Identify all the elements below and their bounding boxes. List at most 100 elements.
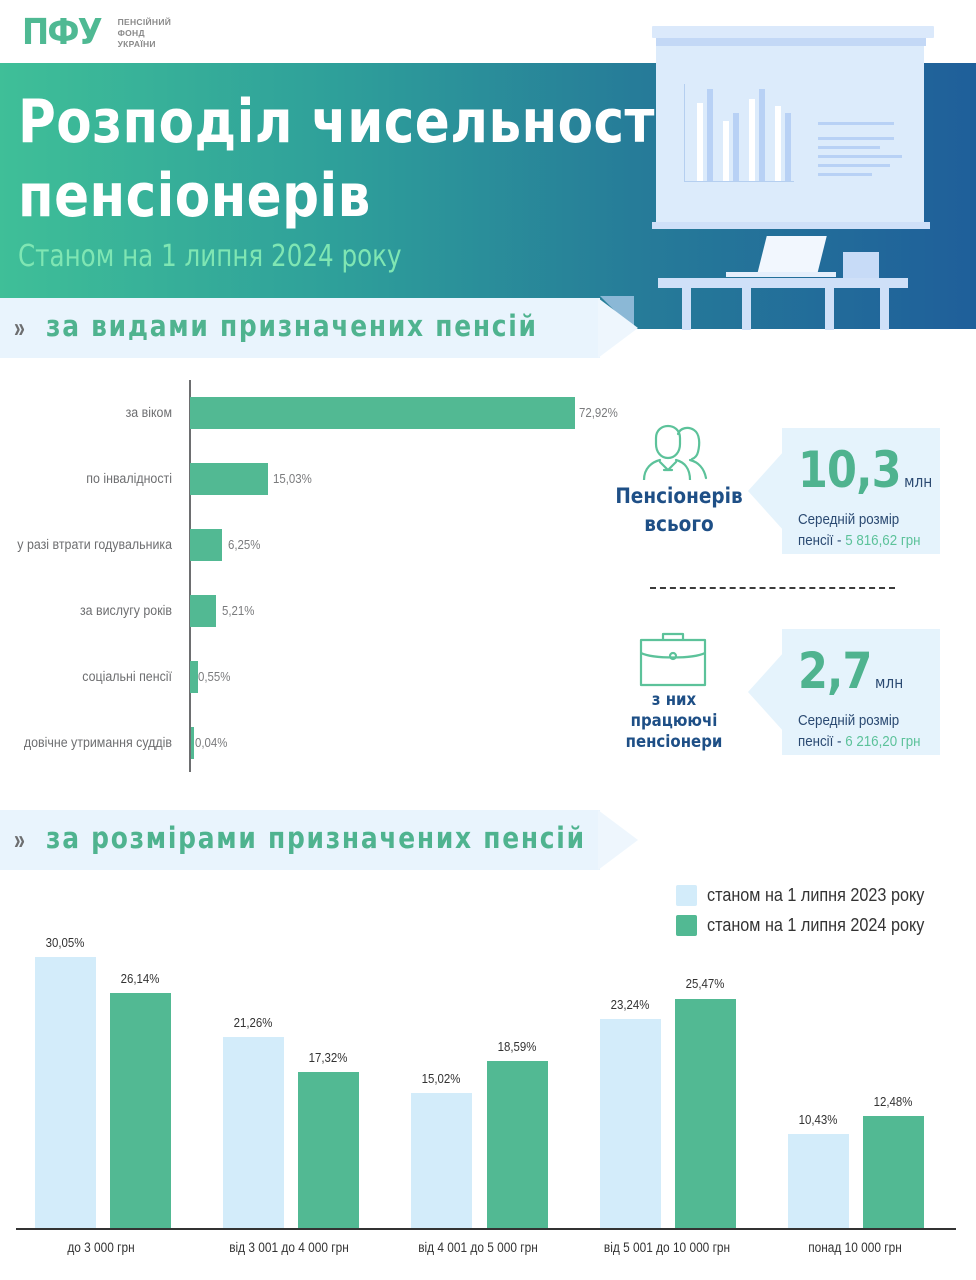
- bar: [190, 463, 268, 495]
- stat-value: 10,3 млн: [798, 442, 932, 510]
- section-title: за розмірами призначених пенсій: [46, 821, 586, 855]
- bar-value: 5,21%: [222, 603, 255, 618]
- mini-text-lines-icon: [818, 122, 902, 182]
- double-chevron-icon: »: [14, 824, 25, 855]
- mini-bar: [733, 113, 739, 181]
- projector-screen-bar: [652, 26, 934, 38]
- logo-mark: ПФУ: [22, 12, 103, 53]
- box-icon: [843, 252, 879, 278]
- bar-value: 15,02%: [421, 1071, 461, 1086]
- category-label: від 3 001 до 4 000 грн: [229, 1240, 349, 1255]
- category-label: до 3 000 грн: [67, 1240, 135, 1255]
- projector-screen-bottom: [652, 222, 930, 229]
- header-arrow-tip: [598, 298, 638, 358]
- header-band: [0, 298, 600, 358]
- stat-caption: з них працюючі пенсіонери: [605, 690, 742, 753]
- chart-row: соціальні пенсії 0,55%: [0, 661, 600, 695]
- bar-value: 26,14%: [120, 971, 160, 986]
- mini-line: [818, 137, 894, 140]
- mini-bar: [707, 89, 713, 181]
- mini-line: [818, 155, 902, 158]
- stat-value: 2,7 млн: [798, 643, 903, 711]
- bar-label: у разі втрати годувальника: [17, 537, 172, 552]
- mini-bar: [759, 89, 765, 181]
- value-unit: млн: [904, 472, 933, 491]
- briefcase-icon: [639, 632, 707, 687]
- bar-value: 15,03%: [273, 471, 312, 486]
- divider: [650, 587, 895, 589]
- category-label: понад 10 000 грн: [808, 1240, 902, 1255]
- legend-label: станом на 1 липня 2023 року: [707, 884, 925, 905]
- bar-value: 25,47%: [685, 976, 725, 991]
- legend-swatch: [676, 884, 697, 906]
- double-chevron-icon: »: [14, 312, 25, 343]
- projector-screen-icon: [656, 46, 924, 224]
- avg-pension-amount: 5 816,62 грн: [845, 533, 921, 549]
- stat-caption: Пенсіонерів всього: [606, 482, 752, 538]
- callout-pointer: [748, 652, 784, 732]
- desk-leg: [682, 288, 691, 330]
- bar-2023: [600, 1019, 661, 1228]
- chart-legend: станом на 1 липня 2023 року станом на 1 …: [676, 880, 948, 940]
- bar-label: по інвалідності: [86, 471, 172, 486]
- stat-description: Середній розмір пенсії - 6 216,20 грн: [798, 711, 921, 753]
- mini-bar: [775, 106, 781, 181]
- desc-prefix: пенсії -: [798, 533, 846, 549]
- bar-label: довічне утримання суддів: [23, 735, 173, 750]
- legend-item-2024: станом на 1 липня 2024 року: [676, 910, 948, 940]
- bar-value: 12,48%: [873, 1094, 913, 1109]
- callout-pointer: [748, 451, 784, 531]
- bar-label: соціальні пенсії: [82, 669, 172, 684]
- desc-line: пенсії - 6 216,20 грн: [798, 732, 921, 753]
- mini-line: [818, 122, 894, 125]
- logo-line-3: УКРАЇНИ: [117, 38, 156, 49]
- mini-line: [818, 173, 872, 176]
- section-header-by-type: » за видами призначених пенсій: [0, 298, 660, 358]
- stat-card: 2,7 млн Середній розмір пенсії - 6 216,20…: [782, 629, 940, 755]
- caption-line: пенсіонери: [625, 732, 723, 752]
- laptop-icon: [757, 236, 827, 274]
- caption-line: Пенсіонерів: [615, 484, 743, 508]
- bar-value: 0,04%: [195, 735, 228, 750]
- category-label: від 5 001 до 10 000 грн: [603, 1240, 731, 1255]
- category-label: від 4 001 до 5 000 грн: [418, 1240, 538, 1255]
- bar-2023: [223, 1037, 284, 1228]
- bar-2024: [110, 993, 171, 1228]
- mini-bar: [785, 113, 791, 181]
- page-subtitle: Станом на 1 липня 2024 року: [18, 239, 402, 274]
- header-arrow-tip: [598, 810, 638, 870]
- value-number: 10,3: [798, 441, 902, 499]
- bar-value: 72,92%: [579, 405, 618, 420]
- bar: [190, 397, 575, 429]
- title-line-1: Розподіл чисельності: [18, 87, 673, 157]
- section-header-by-size: » за розмірами призначених пенсій: [0, 810, 660, 870]
- bar-value: 30,05%: [45, 935, 85, 950]
- bar-value: 23,24%: [610, 997, 650, 1012]
- legend-item-2023: станом на 1 липня 2023 року: [676, 880, 948, 910]
- bar-label: за віком: [125, 405, 172, 420]
- bar-2023: [411, 1093, 472, 1228]
- bar-value: 21,26%: [233, 1015, 273, 1030]
- value-unit: млн: [875, 673, 904, 692]
- chart-row: за віком 72,92%: [0, 397, 618, 431]
- people-icon: [642, 424, 708, 480]
- chart-row: по інвалідності 15,03%: [0, 463, 600, 497]
- desc-line: пенсії - 5 816,62 грн: [798, 531, 921, 552]
- chart-row: довічне утримання суддів 0,04%: [0, 727, 600, 761]
- bar: [190, 529, 222, 561]
- value-number: 2,7: [798, 642, 872, 700]
- bar-value: 17,32%: [308, 1050, 348, 1065]
- laptop-base: [726, 272, 836, 277]
- bar: [190, 595, 216, 627]
- stat-description: Середній розмір пенсії - 5 816,62 грн: [798, 510, 921, 552]
- mini-chart-icon: [684, 84, 794, 182]
- bar-2024: [863, 1116, 924, 1228]
- desc-prefix: пенсії -: [798, 734, 846, 750]
- bar: [191, 727, 194, 759]
- chart-axis: [189, 380, 191, 772]
- bar-2023: [788, 1134, 849, 1228]
- chart-baseline: [16, 1228, 956, 1230]
- chart-row: за вислугу років 5,21%: [0, 595, 600, 629]
- bar-value: 0,55%: [198, 669, 231, 684]
- bar-2024: [298, 1072, 359, 1228]
